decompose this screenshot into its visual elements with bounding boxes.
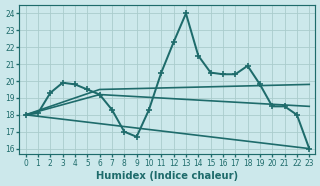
X-axis label: Humidex (Indice chaleur): Humidex (Indice chaleur) (96, 171, 238, 181)
